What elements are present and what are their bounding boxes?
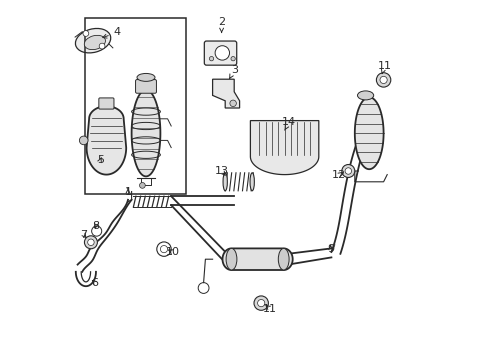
Text: 14: 14	[282, 117, 296, 130]
Text: 13: 13	[215, 166, 229, 176]
FancyBboxPatch shape	[204, 41, 237, 65]
Circle shape	[209, 57, 214, 61]
Text: 5: 5	[97, 155, 104, 165]
Ellipse shape	[358, 91, 374, 100]
Polygon shape	[87, 106, 126, 175]
Ellipse shape	[137, 73, 155, 81]
Text: 10: 10	[166, 247, 180, 257]
Polygon shape	[355, 97, 384, 169]
Ellipse shape	[278, 248, 289, 270]
Text: 11: 11	[378, 60, 392, 74]
Polygon shape	[213, 79, 240, 108]
Text: 1: 1	[124, 186, 131, 197]
Text: 8: 8	[93, 221, 99, 231]
Circle shape	[88, 239, 94, 246]
Circle shape	[99, 43, 105, 49]
Text: 9: 9	[327, 244, 334, 254]
Text: 2: 2	[218, 17, 225, 32]
Circle shape	[380, 76, 387, 84]
Text: 3: 3	[230, 65, 238, 78]
Circle shape	[215, 46, 229, 60]
Polygon shape	[250, 121, 319, 175]
Polygon shape	[222, 248, 293, 270]
Text: 12: 12	[332, 170, 346, 180]
Circle shape	[230, 100, 236, 107]
Circle shape	[345, 168, 351, 174]
Ellipse shape	[75, 28, 111, 53]
Ellipse shape	[250, 173, 254, 191]
FancyBboxPatch shape	[136, 80, 156, 93]
Ellipse shape	[223, 173, 227, 191]
Circle shape	[84, 236, 98, 249]
FancyBboxPatch shape	[99, 98, 114, 109]
Circle shape	[160, 246, 168, 253]
Text: 6: 6	[91, 278, 98, 288]
Ellipse shape	[226, 248, 237, 270]
Circle shape	[140, 183, 145, 188]
Text: 4: 4	[103, 27, 121, 38]
Circle shape	[258, 300, 265, 307]
Circle shape	[79, 136, 88, 145]
Circle shape	[342, 165, 355, 177]
Text: 11: 11	[263, 304, 277, 314]
Circle shape	[254, 296, 269, 310]
Polygon shape	[132, 90, 160, 176]
Circle shape	[83, 31, 89, 36]
Text: 7: 7	[80, 230, 87, 240]
Ellipse shape	[84, 35, 105, 50]
Circle shape	[231, 57, 235, 61]
Bar	[85, 18, 186, 194]
Circle shape	[376, 73, 391, 87]
